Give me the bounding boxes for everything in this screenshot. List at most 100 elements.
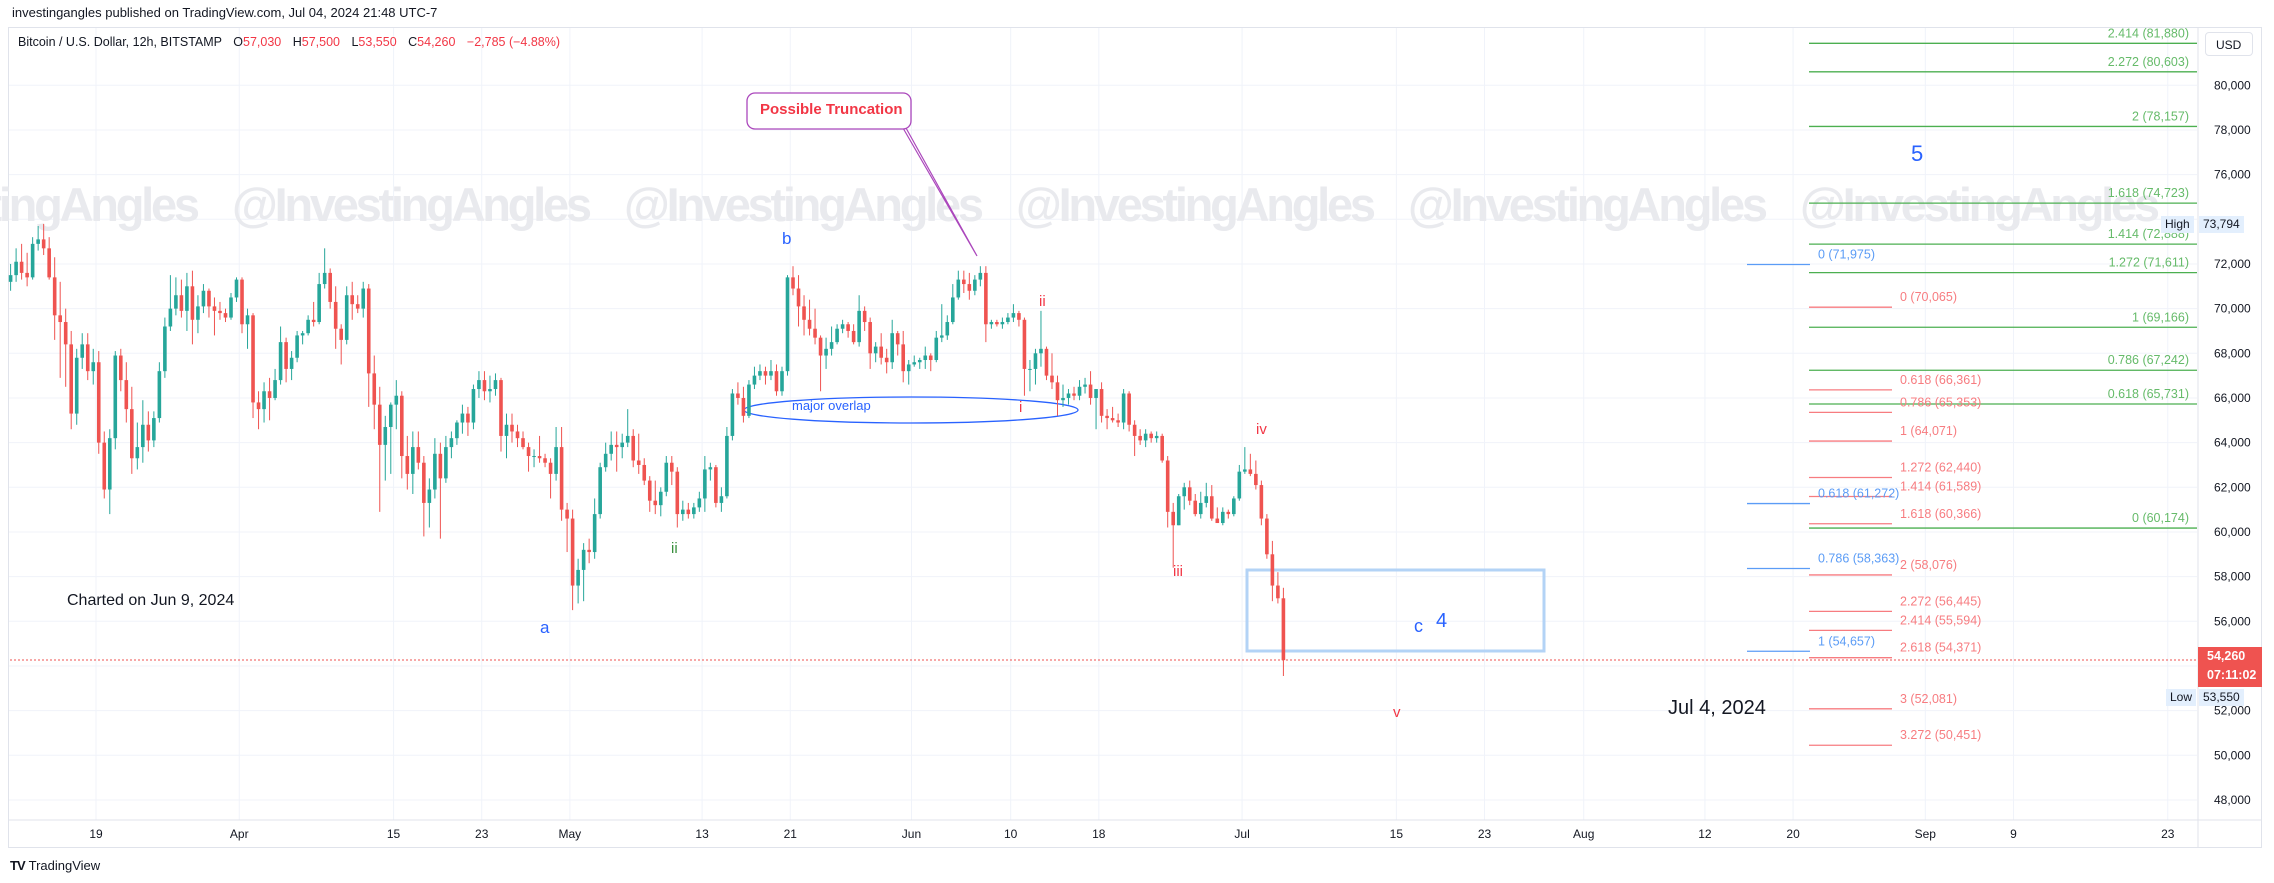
candle: [686, 502, 691, 519]
candle-body: [962, 279, 966, 285]
time-tick-label: Aug: [1573, 827, 1594, 841]
fib-label-red: 0.618 (66,361): [1900, 373, 1981, 387]
candle-body: [1187, 487, 1192, 501]
candle-body: [113, 355, 118, 439]
candle: [879, 333, 883, 365]
candle: [1215, 507, 1220, 524]
price-tick-label: 64,000: [2214, 436, 2251, 450]
callout-box[interactable]: [746, 92, 912, 130]
candle-body: [708, 467, 713, 470]
candle: [1198, 491, 1203, 519]
candle: [978, 266, 983, 287]
candle: [400, 391, 404, 479]
candle-body: [758, 371, 762, 376]
tradingview-logo-icon: TV: [10, 858, 26, 873]
candle-body: [1116, 420, 1120, 423]
candle: [1138, 429, 1142, 445]
candle-body: [1127, 393, 1131, 425]
candle-body: [8, 275, 13, 282]
candle-body: [163, 326, 167, 372]
candle: [433, 438, 437, 499]
symbol-name[interactable]: Bitcoin / U.S. Dollar, 12h, BITSTAMP: [18, 35, 222, 49]
candle: [631, 429, 636, 468]
candle-body: [818, 337, 823, 356]
candle-body: [1198, 502, 1203, 515]
candle-body: [1022, 319, 1027, 369]
candle-body: [63, 322, 68, 345]
candle: [1132, 420, 1137, 457]
candle-body: [537, 456, 542, 459]
candle: [245, 308, 250, 349]
candle-body: [300, 333, 305, 336]
candle-body: [989, 322, 994, 325]
candle: [763, 366, 768, 385]
wave-label-ii-red: ii: [1039, 293, 1046, 310]
candle-body: [460, 413, 465, 423]
candle-body: [548, 462, 553, 474]
currency-button[interactable]: USD: [2205, 32, 2253, 56]
candle-body: [1044, 348, 1049, 376]
candle-body: [1243, 469, 1247, 472]
candle: [1276, 572, 1280, 604]
candle-body: [212, 306, 217, 311]
candle-body: [1209, 496, 1214, 519]
candle-body: [642, 464, 647, 481]
candle-body: [1110, 418, 1115, 421]
candle-body: [449, 438, 454, 448]
candle-body: [692, 507, 696, 515]
candle: [411, 431, 415, 494]
candle: [422, 456, 426, 537]
candle: [1055, 375, 1060, 416]
fib-label-green: 1 (69,166): [2132, 310, 2189, 324]
candle-body: [1094, 389, 1098, 398]
candle-body: [499, 380, 503, 436]
candle-body: [510, 424, 514, 432]
fib-label-red: 2.272 (56,445): [1900, 594, 1981, 608]
price-tick-label: 76,000: [2214, 168, 2251, 182]
candle: [118, 348, 123, 392]
candle: [857, 295, 861, 347]
candle-body: [1160, 435, 1164, 461]
time-tick-label: Jul: [1234, 827, 1249, 841]
candle: [113, 351, 118, 450]
watermark-text: @InvestingAngles: [232, 178, 592, 231]
candle: [967, 272, 972, 300]
high-marker-value: 73,794: [2199, 216, 2244, 233]
candle: [1254, 460, 1258, 490]
candle: [1094, 389, 1098, 430]
candle: [80, 333, 85, 369]
candle: [427, 478, 432, 528]
candle: [576, 558, 580, 604]
low-key: L: [351, 35, 359, 49]
watermark-group: @InvestingAngles @InvestingAngles @Investi…: [0, 178, 2160, 231]
candle-body: [851, 330, 856, 343]
candle: [884, 348, 889, 374]
candle: [736, 382, 740, 405]
candle-body: [190, 286, 195, 320]
candle: [532, 449, 536, 468]
fib-label-red: 0.786 (65,353): [1900, 395, 1981, 409]
candle: [813, 308, 817, 345]
candle-body: [978, 272, 983, 280]
candle-body: [1237, 471, 1242, 499]
candle: [1072, 386, 1076, 401]
candle: [350, 281, 355, 320]
candle: [141, 400, 145, 463]
candle-body: [366, 288, 371, 374]
target-zone-box[interactable]: [1245, 568, 1546, 653]
low-marker-value: 53,550: [2199, 689, 2244, 706]
candle: [1105, 409, 1109, 430]
candle: [796, 275, 801, 327]
candle: [488, 375, 492, 403]
candle-body: [152, 418, 156, 441]
candle: [1281, 587, 1286, 677]
candle: [1044, 346, 1049, 381]
candle-body: [741, 397, 746, 416]
candle-body: [769, 371, 773, 376]
candle: [273, 368, 277, 401]
candle: [862, 306, 867, 331]
candle-body: [96, 362, 101, 443]
candle: [1265, 514, 1269, 559]
candle-body: [526, 447, 531, 457]
